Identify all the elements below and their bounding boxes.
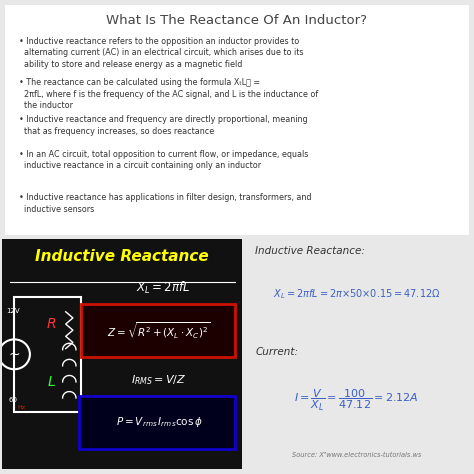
FancyBboxPatch shape — [79, 396, 235, 448]
Text: Source: Xᵌwww.electronics-tutorials.ws: Source: Xᵌwww.electronics-tutorials.ws — [292, 453, 421, 458]
FancyBboxPatch shape — [0, 0, 474, 242]
Text: • Inductive reactance refers to the opposition an inductor provides to
  alterna: • Inductive reactance refers to the oppo… — [18, 37, 303, 69]
Text: • The reactance can be calculated using the formula XₜL₝ =
  2πfL, where f is th: • The reactance can be calculated using … — [18, 78, 318, 110]
Text: What Is The Reactance Of An Inductor?: What Is The Reactance Of An Inductor? — [107, 14, 367, 27]
Text: $Z = \sqrt{R^2+(X_L \cdot X_C)^2}$: $Z = \sqrt{R^2+(X_L \cdot X_C)^2}$ — [108, 320, 211, 340]
FancyBboxPatch shape — [82, 304, 235, 356]
Text: 12V: 12V — [6, 308, 20, 314]
Text: • Inductive reactance and frequency are directly proportional, meaning
  that as: • Inductive reactance and frequency are … — [18, 115, 307, 136]
Text: Hz: Hz — [18, 405, 26, 410]
Text: • In an AC circuit, total opposition to current flow, or impedance, equals
  ind: • In an AC circuit, total opposition to … — [18, 150, 308, 170]
Text: $I_{RMS} = V/Z$: $I_{RMS} = V/Z$ — [131, 373, 187, 386]
Text: $P = V_{rms}\,I_{rms}\cos\phi$: $P = V_{rms}\,I_{rms}\cos\phi$ — [116, 415, 202, 429]
Text: Inductive Reactance:: Inductive Reactance: — [255, 246, 365, 256]
Text: Current:: Current: — [255, 347, 298, 357]
Text: ~: ~ — [9, 347, 20, 361]
Text: L: L — [47, 375, 55, 389]
Text: $X_L = 2\pi fL$: $X_L = 2\pi fL$ — [136, 280, 190, 296]
Text: $X_L = 2\pi fL = 2\pi{\times}50{\times}0.15 = 47.12\Omega$: $X_L = 2\pi fL = 2\pi{\times}50{\times}0… — [273, 288, 440, 301]
FancyBboxPatch shape — [0, 230, 251, 474]
Text: • Inductive reactance has applications in filter design, transformers, and
  ind: • Inductive reactance has applications i… — [18, 193, 311, 214]
Text: Inductive Reactance: Inductive Reactance — [35, 248, 209, 264]
Text: $I = \dfrac{V}{X_L} = \dfrac{100}{47.12} = 2.12A$: $I = \dfrac{V}{X_L} = \dfrac{100}{47.12}… — [294, 388, 419, 413]
Text: R: R — [46, 318, 56, 331]
Text: 60: 60 — [9, 397, 18, 403]
